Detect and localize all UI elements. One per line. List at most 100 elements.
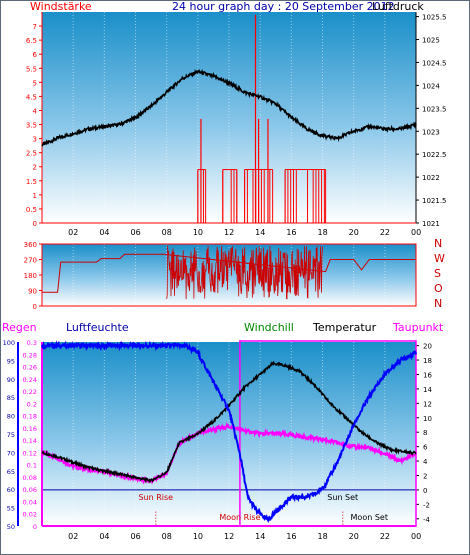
feuchte-tick-label: 70 <box>7 449 15 457</box>
x-tick-label: 08 <box>162 532 172 541</box>
left-tick-label: 2.5 <box>26 150 37 158</box>
x-tick-label: 08 <box>162 228 172 237</box>
temp-tick-label: -2 <box>423 501 430 509</box>
x-tick-label: 18 <box>318 228 328 237</box>
left-tick-label: 1.5 <box>26 178 37 186</box>
left-tick-label: 6 <box>33 51 38 59</box>
x-tick-label: 22 <box>380 228 390 237</box>
temp-tick-label: 18 <box>423 357 432 365</box>
right-tick-label: 1024.5 <box>422 59 447 67</box>
regen-tick-label: 0.28 <box>23 351 37 359</box>
x-tick-label: 20 <box>349 228 359 237</box>
temp-tick-label: -4 <box>423 516 431 524</box>
x-tick-label: 18 <box>318 532 328 541</box>
moon-window <box>239 340 417 527</box>
regen-tick-label: 0.22 <box>23 388 37 396</box>
legend-taupunkt: Taupunkt <box>393 321 444 334</box>
feuchte-tick-label: 100 <box>3 339 15 347</box>
right-tick-label: 1023.5 <box>422 105 447 113</box>
left-tick-label: 7 <box>33 23 37 31</box>
x-tick-label: 02 <box>68 532 78 541</box>
left-tick-label: 2 <box>33 164 37 172</box>
regen-tick-label: 0.1 <box>27 462 37 470</box>
legend-windchill: Windchill <box>244 321 294 334</box>
x-tick-label: 12 <box>224 532 234 541</box>
right-tick-label: 1022.5 <box>422 151 447 159</box>
x-tick-label: 16 <box>286 532 296 541</box>
right-tick-label: 1025.5 <box>422 14 447 22</box>
right-tick-label: 1021 <box>422 220 440 228</box>
pressure-wind-panel: 02 04 06 08 10 12 14 16 18 20 22 0000.511.522.533.5… <box>26 12 447 237</box>
temp-tick-label: 10 <box>423 415 432 423</box>
regen-tick-label: 0.18 <box>23 413 37 421</box>
taupunkt-line <box>41 421 417 485</box>
regen-tick-label: 0.24 <box>23 376 37 384</box>
x-tick-label: 06 <box>131 532 141 541</box>
left-tick-label: 0 <box>33 220 37 228</box>
annotation-moon-set: Moon Set <box>351 513 388 522</box>
temp-tick-label: 20 <box>423 343 432 351</box>
temp-tick-label: 12 <box>423 400 432 408</box>
left-tick-label: 1 <box>33 192 37 200</box>
luftfeuchte-line <box>41 340 417 524</box>
temp-tick-label: 2 <box>423 472 427 480</box>
feuchte-tick-label: 80 <box>7 413 15 421</box>
left-tick-label: 4.5 <box>26 93 37 101</box>
wind-strength-label: Windstärke <box>30 0 92 13</box>
temp-tick-label: 16 <box>423 371 432 379</box>
left-tick-label: 5.5 <box>26 65 37 73</box>
x-tick-label: 14 <box>255 532 265 541</box>
regen-tick-label: 0.26 <box>23 364 37 372</box>
regen-tick-label: 0.08 <box>23 474 37 482</box>
x-tick-label: 16 <box>286 228 296 237</box>
direction-letter: N <box>434 297 443 310</box>
legend-temperatur: Temperatur <box>313 321 377 334</box>
temp-tick-label: 0 <box>423 487 427 495</box>
left-tick-label: 270 <box>24 257 37 265</box>
x-tick-label: 04 <box>99 532 109 541</box>
right-tick-label: 1025 <box>422 37 440 45</box>
wind-direction-line <box>42 253 416 293</box>
annotation-sun-rise: Sun Rise <box>138 493 173 502</box>
left-tick-label: 6.5 <box>26 37 37 45</box>
temp-tick-label: 14 <box>423 386 432 394</box>
feuchte-tick-label: 60 <box>7 486 15 494</box>
direction-letter: O <box>434 282 443 295</box>
feuchte-tick-label: 95 <box>7 357 15 365</box>
x-tick-label: 06 <box>131 228 141 237</box>
regen-tick-label: 0.12 <box>23 449 37 457</box>
humidity-temperature-panel: 02 04 06 08 10 12 14 16 18 20 22 0000.020.040.060.0… <box>3 339 433 541</box>
regen-tick-label: 0.3 <box>27 339 37 347</box>
pressure-line <box>41 68 417 147</box>
left-tick-label: 360 <box>24 241 37 249</box>
temp-tick-label: 8 <box>423 429 427 437</box>
left-tick-label: 5 <box>33 79 37 87</box>
annotation-moon-rise: Moon Rise <box>219 513 260 522</box>
plot-border <box>41 243 417 307</box>
regen-tick-label: 0.14 <box>23 437 37 445</box>
x-tick-label: 10 <box>193 228 203 237</box>
x-tick-label: 10 <box>193 532 203 541</box>
direction-letter: S <box>434 267 441 280</box>
regen-tick-label: 0.04 <box>23 498 37 506</box>
left-tick-label: 180 <box>24 272 37 280</box>
regen-tick-label: 0.2 <box>27 400 37 408</box>
regen-tick-label: 0.06 <box>23 486 37 494</box>
direction-letter: N <box>434 237 443 250</box>
feuchte-tick-label: 85 <box>7 394 15 402</box>
temp-tick-label: 4 <box>423 458 428 466</box>
temp-tick-label: 6 <box>423 444 428 452</box>
left-tick-label: 90 <box>28 288 37 296</box>
x-tick-label: 14 <box>255 228 265 237</box>
right-tick-label: 1024 <box>422 82 440 90</box>
feuchte-tick-label: 90 <box>7 376 15 384</box>
left-tick-label: 0 <box>33 303 37 311</box>
x-tick-label: 20 <box>349 532 359 541</box>
wind-direction-variable <box>166 245 323 300</box>
feuchte-tick-label: 50 <box>7 523 15 531</box>
x-tick-label: 00 <box>411 228 421 237</box>
right-tick-label: 1023 <box>422 128 440 136</box>
wind-direction-panel: 0 90 180 270 360 <box>24 241 417 311</box>
legend-regen: Regen <box>2 321 37 334</box>
